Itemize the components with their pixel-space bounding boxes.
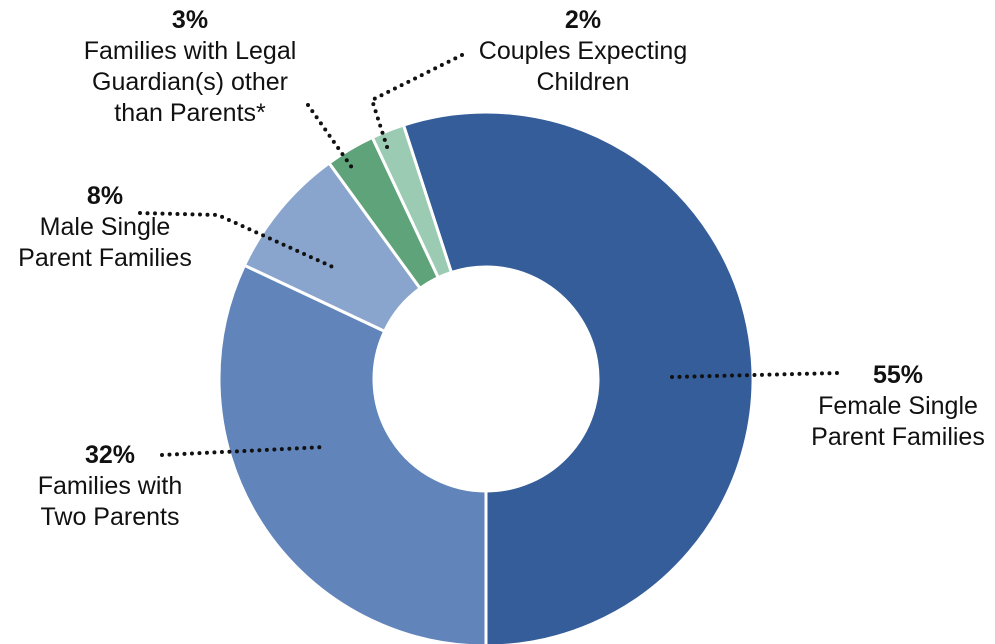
category-label: Families with Legal Guardian(s) other th… <box>83 37 297 127</box>
label: 55% Female Single Parent Families <box>798 360 995 453</box>
label: 32% Families with Two Parents <box>23 440 198 533</box>
label: 8% Male Single Parent Families <box>8 181 203 274</box>
leader-line <box>160 445 327 457</box>
category-label: Female Single Parent Families <box>811 392 985 451</box>
value-label: 55% <box>872 361 924 389</box>
category-label: Couples Expecting Children <box>478 37 688 96</box>
leader-line <box>369 53 464 152</box>
value-label: 32% <box>84 441 136 469</box>
slice <box>401 110 755 644</box>
leader-line <box>670 371 840 379</box>
leader-line <box>306 103 357 174</box>
value-label: 2% <box>564 6 602 34</box>
slice <box>217 263 488 644</box>
label: 2% Couples Expecting Children <box>461 5 706 98</box>
value-label: 8% <box>86 182 124 210</box>
leader-lines <box>138 53 840 457</box>
category-label: Male Single Parent Families <box>18 213 192 272</box>
label: 3% Families with Legal Guardian(s) other… <box>65 5 315 129</box>
slices <box>217 110 755 644</box>
leader-line <box>138 211 337 270</box>
category-label: Families with Two Parents <box>37 472 183 531</box>
value-label: 3% <box>171 6 209 34</box>
